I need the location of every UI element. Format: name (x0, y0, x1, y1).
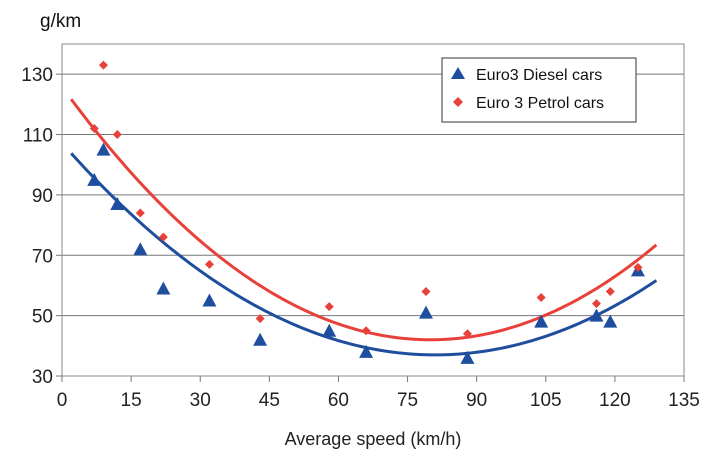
x-tick-label: 30 (190, 390, 211, 411)
x-tick-label: 120 (599, 390, 631, 411)
x-tick-label: 60 (328, 390, 349, 411)
x-tick-label: 75 (397, 390, 418, 411)
legend-box (441, 57, 637, 123)
data-points (87, 60, 645, 364)
y-axis-unit: g/km (40, 11, 81, 32)
data-point-diesel (96, 142, 111, 156)
data-point-diesel (460, 350, 475, 364)
data-point-diesel (110, 196, 125, 210)
data-point-petrol (89, 124, 99, 134)
data-point-petrol (361, 326, 371, 336)
y-tick-label: 50 (32, 307, 53, 328)
data-point-diesel (534, 314, 549, 328)
y-tick-label: 70 (32, 246, 53, 267)
y-tick-label: 30 (32, 367, 53, 388)
data-point-diesel (253, 332, 268, 346)
data-point-diesel (359, 344, 374, 358)
x-tick-label: 0 (57, 390, 68, 411)
legend: Euro3 Diesel cars Euro 3 Petrol cars (441, 57, 637, 123)
data-point-petrol (324, 302, 334, 312)
y-tick-label: 90 (32, 186, 53, 207)
data-point-petrol (605, 286, 615, 296)
data-point-diesel (589, 308, 604, 322)
data-point-petrol (462, 329, 472, 339)
x-tick-label: 135 (668, 390, 700, 411)
data-point-petrol (112, 130, 122, 140)
data-point-petrol (255, 314, 265, 324)
data-point-petrol (158, 232, 168, 242)
data-point-diesel (202, 293, 217, 307)
data-point-petrol (633, 262, 643, 272)
legend-label-petrol: Euro 3 Petrol cars (476, 95, 604, 112)
x-tick-label: 105 (530, 390, 562, 411)
plot-area-frame (61, 43, 685, 377)
x-tick-label: 45 (259, 390, 280, 411)
x-tick-label: 15 (121, 390, 142, 411)
legend-marker-petrol (453, 97, 463, 107)
data-point-diesel (87, 172, 102, 186)
data-point-diesel (156, 281, 171, 295)
data-point-petrol (98, 60, 108, 70)
y-tick-label: 110 (23, 126, 53, 147)
x-axis-title: Average speed (km/h) (285, 429, 462, 449)
data-point-petrol (591, 299, 601, 309)
data-point-petrol (204, 259, 214, 269)
data-point-petrol (421, 286, 431, 296)
trend-line-petrol (70, 98, 658, 342)
data-point-diesel (133, 242, 148, 256)
y-axis-ticks: 30 50 70 90 110 130 (21, 65, 62, 388)
data-point-diesel (603, 314, 618, 328)
data-point-petrol (536, 293, 546, 303)
x-axis-ticks: 0 15 30 45 60 75 90 105 120 135 (57, 376, 700, 411)
data-point-petrol (135, 208, 145, 218)
trend-lines (70, 98, 658, 357)
trend-line-diesel (70, 152, 658, 357)
legend-label-diesel: Euro3 Diesel cars (476, 67, 602, 84)
data-point-diesel (418, 305, 433, 319)
x-tick-label: 90 (466, 390, 487, 411)
y-tick-label: 130 (21, 65, 53, 86)
legend-marker-diesel (451, 67, 465, 79)
data-point-diesel (322, 323, 337, 337)
